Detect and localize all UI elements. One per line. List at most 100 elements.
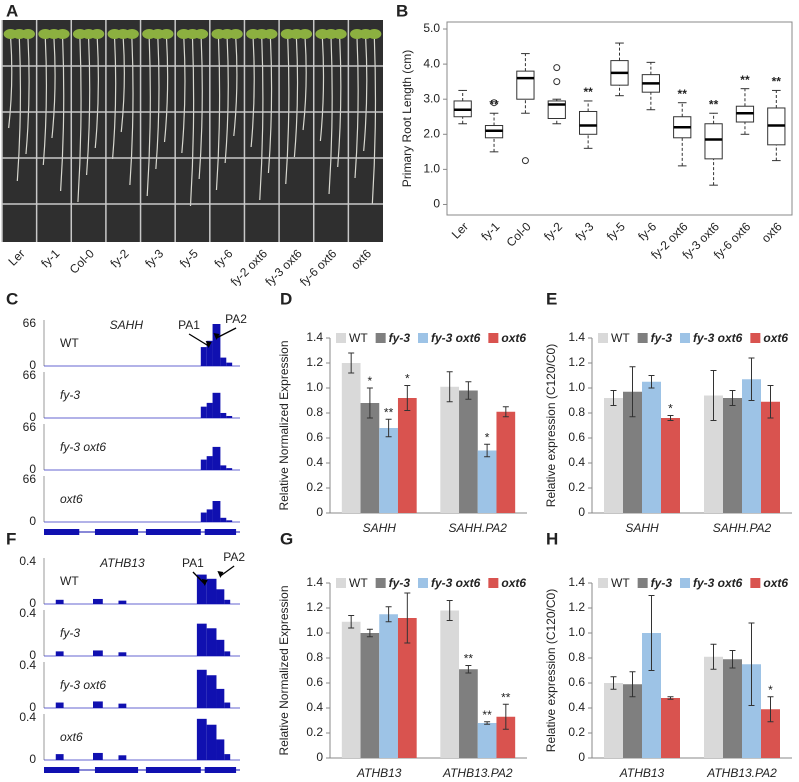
site-arrow	[220, 565, 235, 577]
significance: *	[405, 372, 410, 386]
photo-label: fy-1	[38, 246, 62, 270]
root	[285, 37, 290, 185]
x-tick-label: ATHB13	[356, 766, 402, 780]
legend-swatch	[336, 578, 346, 588]
track-tick-label: 0.4	[19, 658, 36, 672]
significance: **	[384, 405, 394, 419]
panel-label: G	[280, 529, 293, 548]
y-tick-label: 0.2	[306, 725, 323, 739]
bar	[623, 391, 642, 513]
y-tick-label: 0	[316, 750, 323, 764]
x-tick-label: fy-3	[572, 219, 596, 243]
root	[371, 37, 377, 205]
y-axis-label: Relative Normalized Expression	[277, 340, 291, 510]
bar	[496, 411, 516, 513]
root	[42, 37, 48, 166]
y-tick-label: 0.6	[568, 430, 585, 444]
bar	[459, 669, 478, 758]
coverage	[212, 324, 221, 366]
root	[337, 37, 342, 168]
bar	[704, 656, 723, 758]
coverage	[93, 752, 103, 760]
outlier	[490, 99, 498, 107]
coverage	[196, 718, 207, 760]
bar	[642, 633, 661, 758]
coverage	[224, 651, 231, 656]
bar	[761, 709, 780, 758]
y-tick-label: 0.8	[306, 650, 323, 664]
coverage	[118, 600, 127, 604]
coverage	[206, 675, 217, 708]
root	[354, 37, 359, 179]
seedling	[55, 29, 70, 39]
x-tick-label: ATHB13.PA2	[442, 766, 513, 780]
x-tick-label: SAHH.PA2	[713, 521, 772, 535]
y-tick-label: 0.4	[306, 700, 323, 714]
legend-swatch	[418, 333, 428, 343]
x-tick-label: fy-2	[541, 219, 565, 243]
significance: *	[768, 683, 773, 697]
seedling	[194, 29, 209, 39]
coverage	[226, 468, 233, 470]
root	[250, 37, 255, 148]
photo-label: fy-2 oxt6	[228, 246, 271, 289]
coverage	[206, 628, 217, 656]
y-tick-label: 0.6	[306, 675, 323, 689]
root	[224, 37, 229, 164]
y-tick-label: 0	[316, 505, 323, 519]
coverage	[55, 599, 64, 604]
y-axis-label: Relative Normalized Expression	[277, 585, 291, 755]
x-tick-label: SAHH	[363, 521, 397, 535]
significance: **	[772, 75, 782, 89]
legend-swatch	[750, 333, 761, 343]
exon	[145, 767, 201, 773]
x-tick-label: ATHB13.PA2	[706, 766, 777, 780]
photo-label: Col-0	[67, 246, 97, 276]
bar	[704, 395, 723, 513]
arrow-head	[213, 333, 220, 340]
root	[293, 37, 299, 158]
root	[319, 37, 325, 142]
legend-swatch	[637, 333, 648, 343]
coverage	[206, 456, 213, 470]
legend-swatch	[375, 578, 386, 588]
track-name: oxt6	[60, 730, 83, 744]
bar	[341, 363, 361, 513]
legend-label: WT	[611, 576, 630, 590]
panel-label: A	[6, 1, 18, 20]
root	[77, 37, 82, 203]
root	[8, 37, 13, 129]
y-axis-label: Relative expression (C120/C0)	[544, 344, 558, 507]
box	[704, 123, 723, 160]
exon	[44, 529, 80, 535]
y-tick-label: 1.0	[306, 380, 323, 394]
legend-swatch	[680, 333, 690, 343]
coverage	[55, 754, 64, 760]
legend-label: fy-3 oxt6	[693, 576, 743, 590]
bar	[761, 401, 780, 513]
root	[189, 37, 195, 207]
bar	[477, 450, 497, 513]
root	[120, 37, 125, 133]
legend-swatch	[336, 333, 346, 343]
y-axis-label: Relative expression (C120/C0)	[544, 589, 558, 752]
y-tick-label: 5.0	[423, 21, 440, 35]
coverage	[220, 357, 227, 366]
root	[85, 37, 91, 176]
y-tick-label: 1.2	[306, 355, 323, 369]
outlier	[553, 64, 561, 72]
root	[155, 37, 160, 170]
photo-label: fy-6 oxt6	[297, 246, 340, 289]
exon	[94, 767, 139, 773]
y-tick-label: 0.2	[306, 480, 323, 494]
bar	[379, 614, 398, 758]
y-tick-label: 1.4	[306, 575, 323, 589]
coverage	[196, 574, 207, 604]
outlier	[553, 78, 561, 86]
coverage	[118, 703, 127, 708]
site-label: PA2	[223, 550, 245, 564]
legend-label: fy-3 oxt6	[431, 576, 481, 590]
exon	[44, 767, 80, 773]
panel-label: E	[546, 289, 557, 308]
